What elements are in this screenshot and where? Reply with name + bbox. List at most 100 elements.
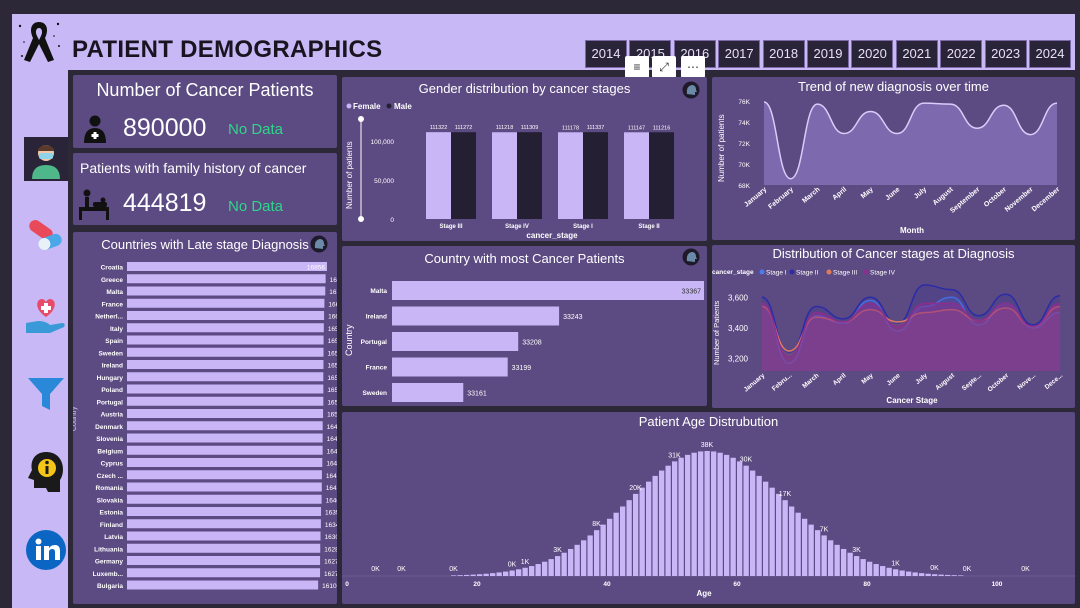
- histogram-bar[interactable]: [659, 470, 665, 576]
- bar[interactable]: [127, 396, 324, 406]
- histogram-bar[interactable]: [652, 475, 658, 576]
- histogram-bar[interactable]: [867, 561, 873, 576]
- trend-line[interactable]: [763, 101, 1058, 180]
- histogram-bar[interactable]: [763, 481, 769, 576]
- bar[interactable]: [127, 494, 322, 504]
- year-button-2020[interactable]: 2020: [851, 40, 894, 68]
- bar-female[interactable]: [492, 132, 517, 219]
- bar-male[interactable]: [583, 132, 608, 219]
- year-button-2019[interactable]: 2019: [807, 40, 849, 68]
- histogram-bar[interactable]: [464, 574, 470, 576]
- histogram-bar[interactable]: [691, 452, 697, 576]
- bar[interactable]: [392, 281, 704, 300]
- histogram-bar[interactable]: [626, 500, 632, 576]
- histogram-bar[interactable]: [535, 564, 541, 576]
- histogram-bar[interactable]: [821, 535, 827, 576]
- bar[interactable]: [392, 332, 519, 351]
- pills-icon[interactable]: [24, 218, 66, 258]
- histogram-bar[interactable]: [704, 451, 710, 576]
- bar-female[interactable]: [624, 132, 649, 219]
- histogram-bar[interactable]: [685, 454, 691, 576]
- bar-male[interactable]: [649, 132, 674, 219]
- histogram-bar[interactable]: [509, 570, 515, 576]
- bar[interactable]: [127, 543, 321, 553]
- year-button-2018[interactable]: 2018: [762, 40, 805, 68]
- histogram-bar[interactable]: [802, 518, 808, 576]
- bar[interactable]: [392, 306, 560, 326]
- histogram-bar[interactable]: [873, 564, 879, 576]
- bar[interactable]: [127, 323, 324, 333]
- more-options-button[interactable]: ⋯: [681, 56, 705, 78]
- series-line[interactable]: [761, 302, 1061, 358]
- histogram-bar[interactable]: [828, 540, 834, 576]
- info-head-icon[interactable]: [26, 450, 66, 492]
- histogram-bar[interactable]: [847, 552, 853, 576]
- bar[interactable]: [127, 519, 321, 529]
- histogram-bar[interactable]: [587, 535, 593, 576]
- histogram-bar[interactable]: [678, 457, 684, 576]
- histogram-bar[interactable]: [633, 493, 639, 576]
- bar[interactable]: [127, 311, 325, 320]
- histogram-bar[interactable]: [769, 487, 775, 576]
- bar[interactable]: [392, 383, 464, 402]
- histogram-bar[interactable]: [886, 567, 892, 576]
- histogram-bar[interactable]: [646, 481, 652, 576]
- year-button-2022[interactable]: 2022: [940, 40, 983, 68]
- bar[interactable]: [127, 568, 321, 578]
- histogram-bar[interactable]: [665, 465, 671, 576]
- bar-male[interactable]: [451, 132, 476, 219]
- histogram-bar[interactable]: [555, 556, 561, 576]
- year-button-2021[interactable]: 2021: [895, 40, 938, 68]
- histogram-bar[interactable]: [490, 573, 496, 576]
- bar[interactable]: [127, 470, 322, 480]
- histogram-bar[interactable]: [477, 574, 483, 576]
- histogram-bar[interactable]: [743, 465, 749, 576]
- histogram-bar[interactable]: [457, 575, 463, 576]
- histogram-bar[interactable]: [639, 487, 645, 576]
- heart-hand-icon[interactable]: [24, 295, 68, 337]
- histogram-bar[interactable]: [782, 500, 788, 576]
- bar[interactable]: [127, 580, 319, 590]
- bar[interactable]: [127, 421, 323, 431]
- histogram-bar[interactable]: [717, 452, 723, 576]
- smart-narrative-icon[interactable]: [682, 248, 700, 266]
- year-button-2017[interactable]: 2017: [718, 40, 761, 68]
- histogram-bar[interactable]: [756, 475, 762, 576]
- histogram-bar[interactable]: [600, 524, 606, 576]
- histogram-bar[interactable]: [561, 552, 567, 576]
- doctor-icon[interactable]: [24, 137, 68, 181]
- histogram-bar[interactable]: [711, 451, 717, 576]
- year-button-2014[interactable]: 2014: [585, 40, 627, 68]
- filter-toolbar-button[interactable]: ≡: [625, 56, 649, 78]
- zoom-slider-handle[interactable]: [358, 116, 364, 122]
- bar-female[interactable]: [426, 132, 451, 219]
- histogram-bar[interactable]: [548, 559, 554, 576]
- series-line[interactable]: [761, 284, 1061, 354]
- bar[interactable]: [127, 507, 322, 516]
- histogram-bar[interactable]: [925, 573, 931, 576]
- histogram-bar[interactable]: [789, 506, 795, 576]
- smart-narrative-icon[interactable]: [682, 81, 700, 99]
- bar[interactable]: [127, 482, 322, 492]
- bar[interactable]: [127, 458, 323, 467]
- histogram-bar[interactable]: [730, 457, 736, 576]
- histogram-bar[interactable]: [938, 574, 944, 576]
- bar[interactable]: [127, 262, 327, 271]
- histogram-bar[interactable]: [906, 571, 912, 576]
- bar[interactable]: [392, 357, 508, 377]
- zoom-slider-handle[interactable]: [358, 216, 364, 222]
- histogram-bar[interactable]: [737, 461, 743, 576]
- histogram-bar[interactable]: [620, 506, 626, 576]
- bar-female[interactable]: [558, 132, 583, 219]
- histogram-bar[interactable]: [834, 544, 840, 576]
- histogram-bar[interactable]: [483, 573, 489, 576]
- bar[interactable]: [127, 531, 321, 541]
- histogram-bar[interactable]: [568, 548, 574, 576]
- histogram-bar[interactable]: [951, 575, 957, 576]
- filter-icon[interactable]: [26, 374, 66, 414]
- histogram-bar[interactable]: [574, 544, 580, 576]
- histogram-bar[interactable]: [496, 572, 502, 576]
- histogram-bar[interactable]: [958, 575, 964, 576]
- histogram-bar[interactable]: [919, 573, 925, 576]
- smart-narrative-icon[interactable]: [310, 235, 328, 253]
